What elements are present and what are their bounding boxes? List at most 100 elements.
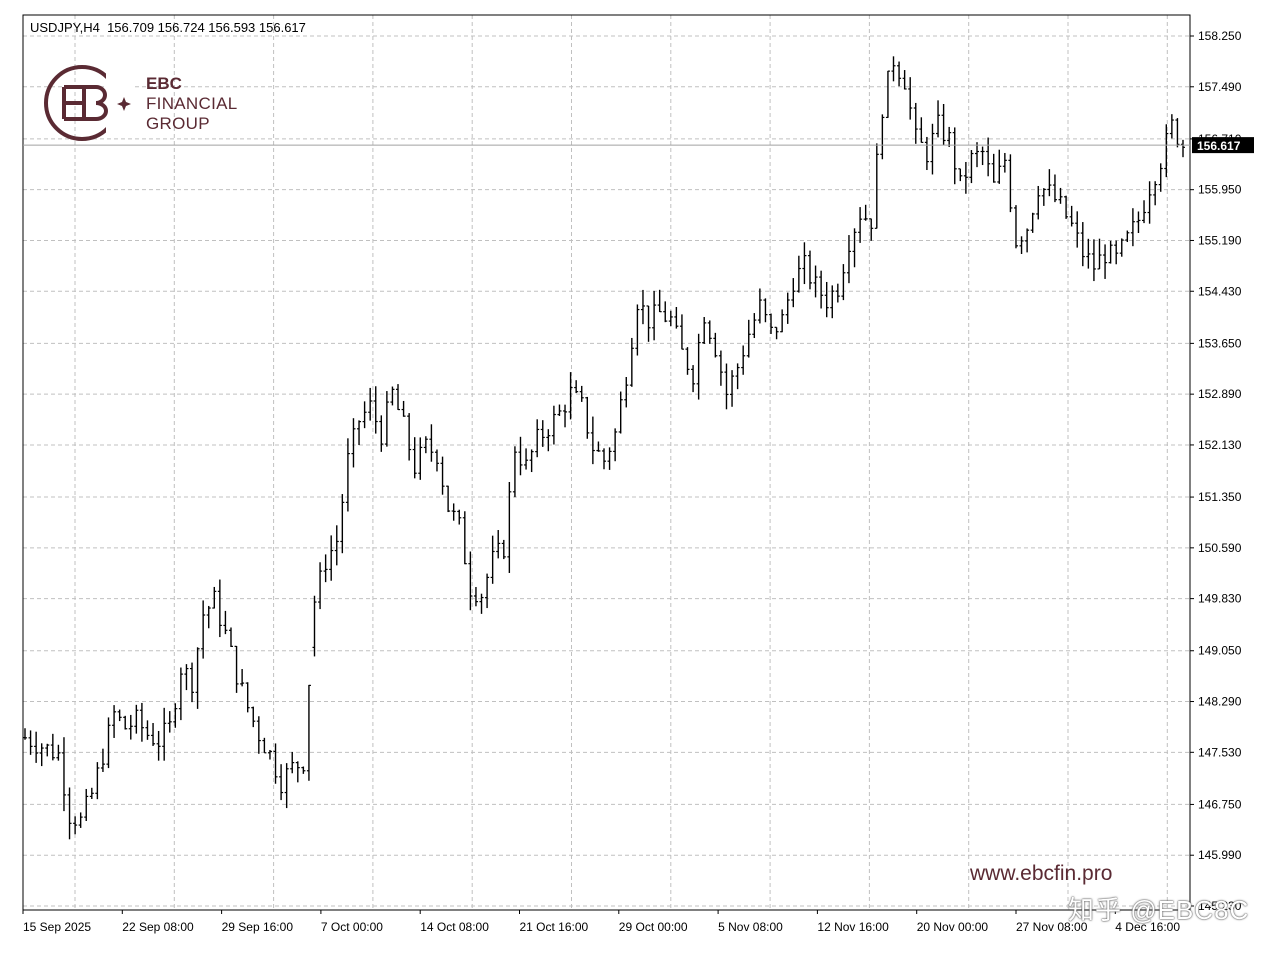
ohlc-bar — [763, 298, 768, 323]
x-axis: 15 Sep 2025 22 Sep 08:00 29 Sep 16:00 7 Oct… — [22, 910, 1180, 934]
ohlc-bar — [702, 317, 707, 344]
ohlc-bar — [880, 114, 885, 160]
y-tick-label: 151.350 — [1198, 490, 1242, 504]
ohlc-bar — [156, 730, 161, 761]
ohlc-bar — [223, 610, 228, 635]
ohlc-bar — [306, 684, 311, 781]
symbol-ohlc-label: USDJPY,H4 156.709 156.724 156.593 156.61… — [30, 20, 306, 35]
ohlc-bar — [791, 278, 796, 308]
x-tick-label: 29 Oct 00:00 — [619, 920, 688, 934]
ohlc-bar — [746, 319, 751, 358]
logo-line-financial: FINANCIAL — [146, 94, 238, 113]
ohlc-bar — [45, 743, 50, 757]
ohlc-bar — [830, 285, 835, 319]
ohlc-bar — [1091, 239, 1096, 282]
ohlc-bar — [112, 705, 117, 738]
ohlc-bar — [1069, 205, 1074, 227]
ohlc-bar — [579, 385, 584, 402]
ohlc-bar — [284, 763, 289, 809]
ohlc-bar — [357, 420, 362, 446]
ohlc-bar — [295, 761, 300, 783]
ohlc-bar — [390, 386, 395, 406]
ohlc-bar — [646, 305, 651, 342]
ohlc-bar — [401, 400, 406, 417]
ohlc-bar — [535, 419, 540, 458]
ohlc-bar — [757, 288, 762, 324]
ohlc-bar — [496, 530, 501, 559]
ohlc-bar — [139, 702, 144, 742]
ohlc-bar — [546, 429, 551, 452]
ohlc-bar — [373, 386, 378, 434]
ohlc-bar — [813, 265, 818, 298]
x-tick-label: 15 Sep 2025 — [23, 920, 91, 934]
ohlc-bar — [67, 787, 72, 840]
ohlc-bar — [718, 350, 723, 386]
ohlc-bar — [446, 485, 451, 513]
x-tick-label: 29 Sep 16:00 — [222, 920, 294, 934]
ohlc-bar — [1136, 211, 1141, 234]
ohlc-bar — [217, 579, 222, 638]
ohlc-bar — [919, 117, 924, 143]
x-tick-label: 22 Sep 08:00 — [122, 920, 194, 934]
y-tick-label: 153.650 — [1198, 336, 1242, 350]
current-price-box — [1192, 137, 1254, 154]
ohlc-bar — [212, 586, 217, 609]
ohlc-bar — [1025, 228, 1030, 253]
ohlc-bar — [752, 313, 757, 339]
ohlc-bar — [936, 100, 941, 138]
logo-line-group: GROUP — [146, 114, 210, 133]
ohlc-bar — [256, 716, 261, 754]
logo-line-ebc: EBC — [146, 74, 182, 93]
ohlc-bar — [975, 142, 980, 168]
y-tick-label: 158.250 — [1198, 29, 1242, 43]
ohlc-bar — [84, 788, 89, 822]
ohlc-bar — [368, 387, 373, 421]
y-tick-label: 157.490 — [1198, 80, 1242, 94]
ohlc-bar — [551, 405, 556, 445]
ohlc-bar — [685, 347, 690, 375]
ohlc-bar — [206, 605, 211, 629]
ohlc-bar — [423, 436, 428, 454]
ohlc-bar — [23, 728, 27, 740]
ohlc-bar — [769, 313, 774, 334]
ohlc-bar — [624, 376, 629, 408]
website-label: www.ebcfin.pro — [970, 862, 1113, 885]
ohlc-bar — [613, 428, 618, 462]
ohlc-bar — [245, 682, 250, 713]
symbol-label: USDJPY,H4 — [30, 20, 100, 35]
ebc-logo-text: EBC FINANCIAL GROUP — [146, 74, 238, 134]
ohlc-bar — [941, 103, 946, 146]
ohlc-bar — [1080, 222, 1085, 267]
ohlc-bar — [412, 437, 417, 479]
ohlc-bar — [384, 391, 389, 447]
ohlc-bar — [997, 149, 1002, 184]
price-bars — [23, 56, 1185, 840]
ohlc-bar — [668, 310, 673, 327]
y-tick-label: 149.050 — [1198, 644, 1242, 658]
ohlc-bar — [807, 250, 812, 290]
ohlc-bar — [1164, 124, 1169, 178]
ohlc-bar — [1108, 240, 1113, 264]
ohlc-bar — [50, 733, 55, 761]
ohlc-bar — [869, 218, 874, 241]
ohlc-bar — [56, 744, 61, 761]
ohlc-bar — [785, 292, 790, 324]
ohlc-bar — [640, 289, 645, 325]
ohlc-bar — [674, 306, 679, 329]
x-tick-label: 21 Oct 16:00 — [520, 920, 589, 934]
ohlc-bar — [1175, 118, 1180, 148]
ohlc-bar — [61, 737, 66, 812]
ohlc-bar — [228, 627, 233, 647]
ohlc-bar — [195, 647, 200, 709]
ohlc-bar — [479, 593, 484, 614]
ohlc-bar — [524, 448, 529, 470]
ohlc-bar — [151, 723, 156, 746]
ohlc-bar — [201, 600, 206, 659]
ohlc-bar — [707, 320, 712, 344]
ohlc-bar — [262, 737, 267, 754]
ohlc-bar — [930, 123, 935, 175]
ohlc-bar — [312, 595, 317, 657]
ohlc-bar — [134, 704, 139, 734]
ohlc-bar — [273, 743, 278, 784]
